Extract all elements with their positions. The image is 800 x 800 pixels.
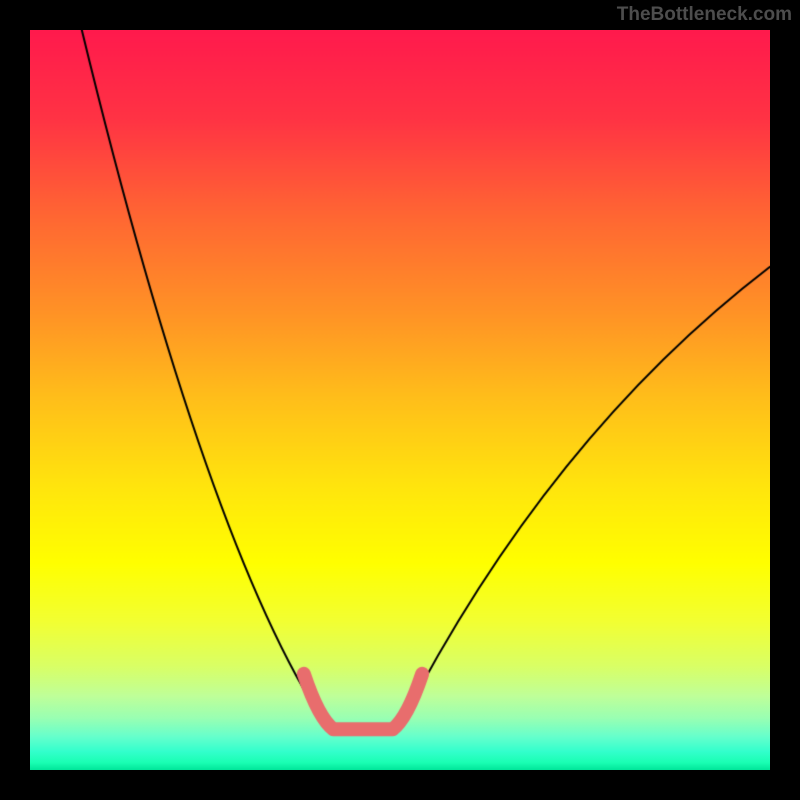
bottleneck-chart-canvas — [30, 30, 770, 770]
watermark-text: TheBottleneck.com — [617, 4, 792, 26]
plot-area — [30, 30, 770, 770]
